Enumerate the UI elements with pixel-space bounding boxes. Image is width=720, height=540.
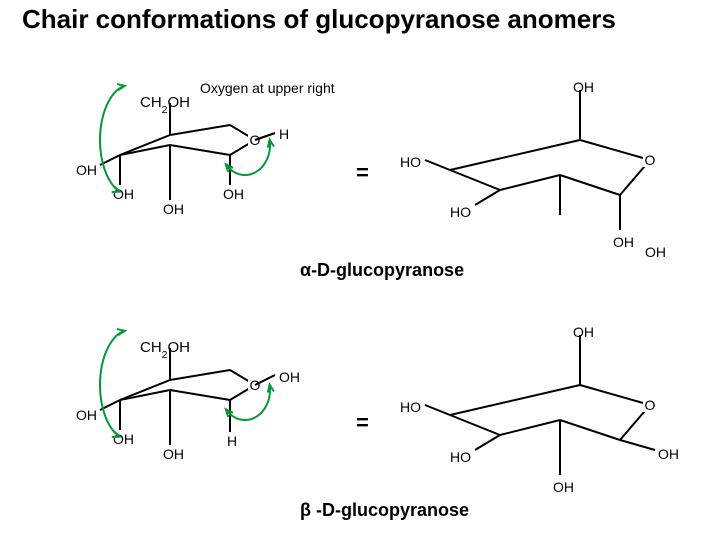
ch2oh-label: CH2OH: [140, 339, 190, 361]
subtitle: Oxygen at upper right: [200, 80, 335, 96]
ring-oxygen: O: [645, 152, 656, 168]
page-title: Chair conformations of glucopyranose ano…: [22, 4, 616, 35]
alpha-haworth-chair: OCH2OHHOHOHOHOH: [80, 95, 300, 255]
atom-label: HO: [400, 399, 421, 415]
atom-label: OH: [279, 369, 300, 385]
atom-label: OH: [573, 324, 594, 340]
atom-label: OH: [223, 186, 244, 202]
atom-label: H: [279, 126, 289, 142]
atom-label: HO: [450, 449, 471, 465]
beta-realistic-chair: OOHOHOHHOHO: [420, 325, 680, 505]
equals-sign-beta: =: [356, 410, 369, 436]
atom-label: OH: [658, 446, 679, 462]
equals-sign-alpha: =: [356, 160, 369, 186]
atom-label: OH: [645, 244, 666, 260]
ring-oxygen: O: [645, 397, 656, 413]
alpha-name: α-D-glucopyranose: [300, 260, 464, 281]
atom-label: HO: [450, 204, 471, 220]
atom-label: OH: [573, 79, 594, 95]
atom-label: OH: [163, 201, 184, 217]
atom-label: OH: [163, 446, 184, 462]
atom-label: H: [227, 433, 237, 449]
atom-label: OH: [553, 479, 574, 495]
ch2oh-label: CH2OH: [140, 94, 190, 116]
atom-label: OH: [613, 234, 634, 250]
atom-label: HO: [400, 154, 421, 170]
beta-haworth-chair: OCH2OHOHHOHOHOH: [80, 340, 300, 500]
alpha-realistic-chair: OOHOHOHHOHO: [420, 80, 680, 260]
atom-label: OH: [76, 407, 97, 423]
atom-label: OH: [76, 162, 97, 178]
